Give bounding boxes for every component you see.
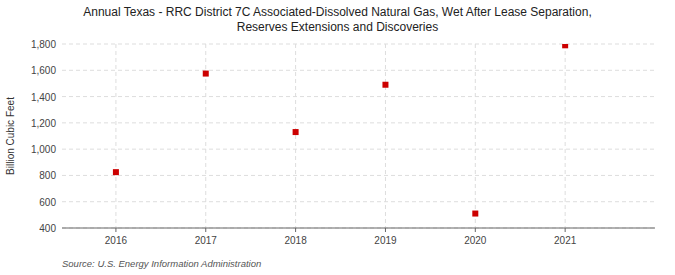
x-tick-label: 2021: [554, 235, 577, 246]
x-grid-line: [475, 44, 476, 228]
y-tick-label: 1,800: [31, 39, 56, 50]
x-tick-label: 2019: [374, 235, 397, 246]
points: [113, 44, 568, 217]
x-tick: [385, 228, 386, 232]
point: [203, 71, 209, 77]
y-tick-label: 1,200: [31, 118, 56, 129]
y-tick-label: 800: [39, 170, 56, 181]
x-grid-line: [385, 44, 386, 228]
y-tick-label: 600: [39, 197, 56, 208]
x-tick: [565, 228, 566, 232]
x-tick: [475, 228, 476, 232]
y-tick-label: 400: [39, 223, 56, 234]
x-tick: [295, 228, 296, 232]
x-grid-line: [565, 44, 566, 228]
point: [293, 129, 299, 135]
x-tick: [205, 228, 206, 232]
x-grid-line: [295, 44, 296, 228]
chart: Annual Texas - RRC District 7C Associate…: [0, 0, 675, 275]
y-grid-line: [62, 228, 655, 229]
y-grid-line: [62, 175, 655, 176]
background: [0, 0, 675, 275]
y-axis-label: Billion Cubic Feet: [5, 97, 16, 175]
point: [562, 44, 568, 48]
y-tick-label: 1,400: [31, 92, 56, 103]
y-grid-line: [62, 70, 655, 71]
y-grid-line: [62, 201, 655, 202]
x-tick-label: 2017: [195, 235, 218, 246]
x-tick: [115, 228, 116, 232]
x-axis-line: [62, 228, 655, 229]
point: [382, 82, 388, 88]
grid: [62, 44, 655, 228]
title: Annual Texas - RRC District 7C Associate…: [83, 5, 591, 34]
x-tick-label: 2020: [464, 235, 487, 246]
x-tick-label: 2016: [105, 235, 128, 246]
y-grid-line: [62, 149, 655, 150]
y-grid-line: [62, 96, 655, 97]
x-grid-line: [115, 44, 116, 228]
y-tick-label: 1,000: [31, 144, 56, 155]
point: [472, 211, 478, 217]
y-grid-line: [62, 122, 655, 123]
x-tick-label: 2018: [284, 235, 307, 246]
source: Source: U.S. Energy Information Administ…: [62, 258, 261, 269]
y-tick-label: 1,600: [31, 65, 56, 76]
point: [113, 169, 119, 175]
